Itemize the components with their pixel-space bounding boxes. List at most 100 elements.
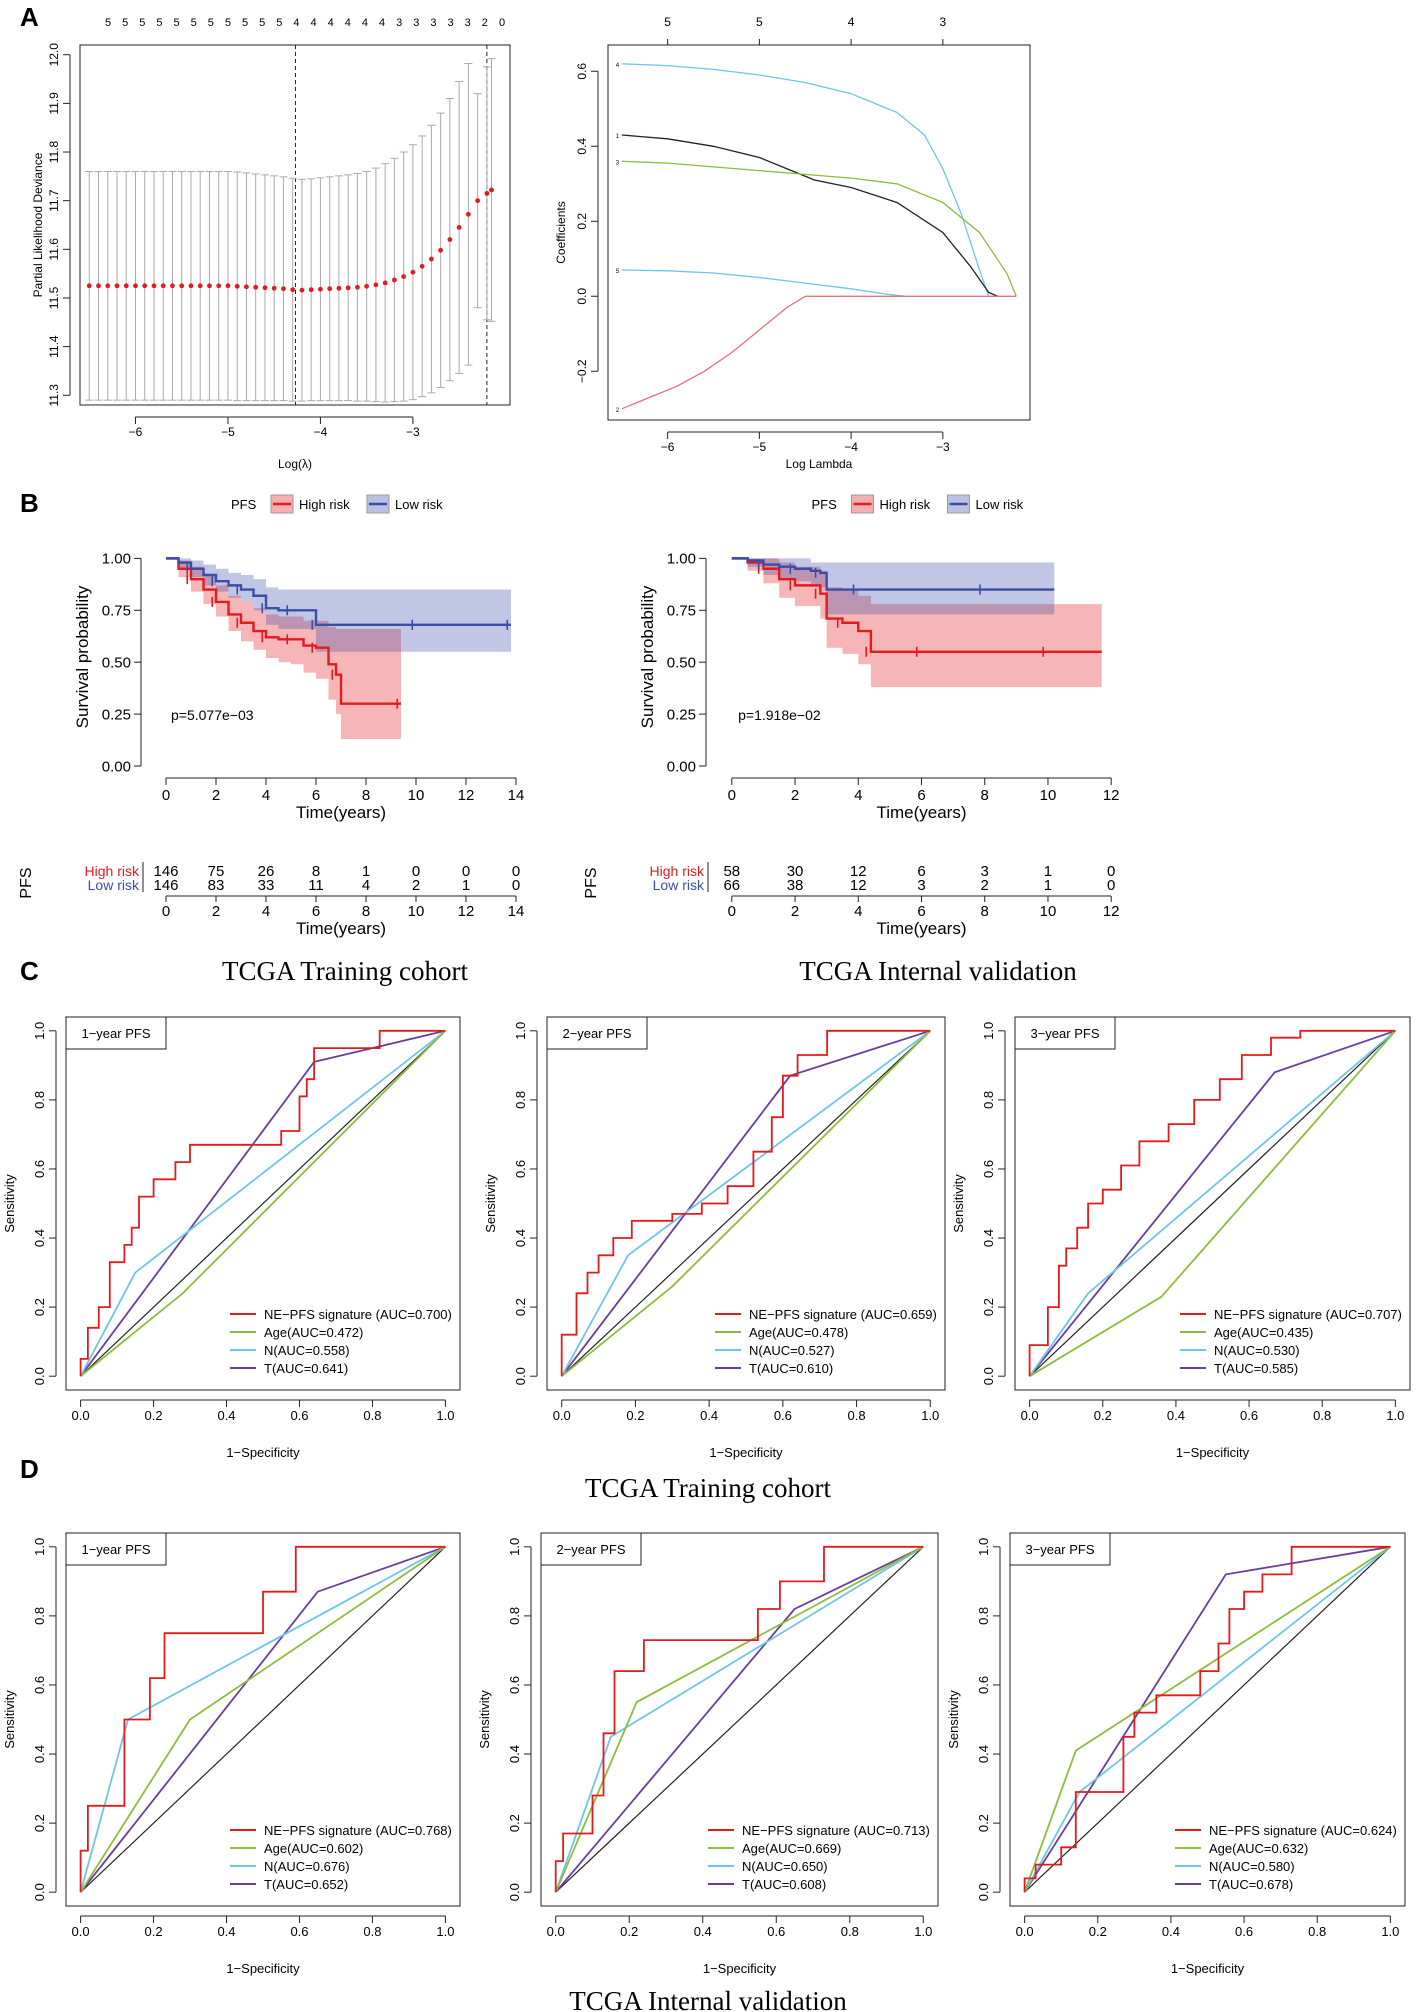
ci-band-low-risk [731, 558, 1055, 615]
y-tick-label: 1.0 [976, 1538, 991, 1556]
coef-path-index: 1 [616, 134, 620, 140]
y-tick-label: 0.4 [575, 138, 589, 155]
risk-row-label: Low risk [88, 877, 140, 893]
risk-table-title: PFS [583, 867, 600, 898]
y-tick-label: 11.4 [47, 335, 61, 358]
risk-count: 8 [312, 863, 320, 880]
risk-count: 2 [412, 877, 420, 894]
roc-title: 2−year PFS [562, 1026, 631, 1041]
x-tick-label: 0.6 [290, 1408, 308, 1423]
coef-path-index: 4 [616, 63, 620, 69]
x-tick-label: 0.4 [700, 1408, 718, 1423]
x-tick-label: 0.8 [1308, 1924, 1326, 1939]
deviance-point [244, 284, 249, 290]
deviance-point [401, 274, 407, 279]
deviance-point [262, 285, 268, 291]
risk-x-tick-label: 8 [981, 903, 989, 920]
x-tick-label: 0.4 [1162, 1924, 1180, 1939]
top-count-label: 5 [756, 15, 763, 29]
deviance-point [160, 283, 166, 289]
risk-x-tick-label: 12 [1103, 903, 1120, 920]
risk-x-tick-label: 4 [262, 903, 270, 920]
roc-plot-c-1year: 1−year PFS NE−PFS signature (AUC=0.700) Ag… [2, 1016, 461, 1460]
x-axis-title: 1−Specificity [226, 1961, 300, 1976]
risk-count: 83 [208, 877, 225, 894]
roc-curve [1023, 1545, 1391, 1893]
roc-curve [554, 1545, 924, 1893]
y-tick-label: 0.2 [513, 1298, 528, 1316]
x-tick-label: 0 [162, 787, 170, 804]
x-tick-label: 0.6 [1240, 1408, 1258, 1423]
deviance-point [475, 198, 481, 204]
plot-frame [607, 44, 1031, 421]
top-count-label: 5 [225, 17, 231, 29]
deviance-point [318, 286, 323, 292]
reference-diagonal [1024, 1546, 1391, 1893]
deviance-point [465, 211, 471, 217]
x-axis-title: 1−Specificity [1171, 1961, 1245, 1976]
legend-label: NE−PFS signature (AUC=0.659) [749, 1307, 937, 1322]
y-tick-label: 0.50 [102, 654, 131, 671]
y-tick-label: 0.50 [667, 654, 696, 671]
risk-row-label: Low risk [653, 877, 705, 893]
x-tick-label: 0.0 [1021, 1408, 1039, 1423]
deviance-point [428, 256, 434, 262]
x-tick-label: 0.8 [841, 1924, 859, 1939]
legend-label: Age(AUC=0.632) [1209, 1841, 1308, 1856]
y-tick-label: 0.2 [981, 1298, 996, 1316]
risk-x-tick-label: 2 [212, 903, 220, 920]
x-tick-label: −6 [129, 425, 143, 439]
roc-title: 3−year PFS [1030, 1026, 1099, 1041]
top-count-label: 5 [173, 17, 179, 29]
x-tick-label: 4 [262, 787, 270, 804]
top-count-label: 3 [430, 17, 436, 29]
roc-title: 1−year PFS [81, 1542, 150, 1557]
y-tick-label: 11.8 [47, 140, 61, 163]
top-count-label: 5 [276, 17, 282, 29]
legend-label: N(AUC=0.650) [742, 1859, 828, 1874]
roc-plot-c-3year: 3−year PFS NE−PFS signature (AUC=0.707) Ag… [951, 1016, 1411, 1460]
deviance-point [327, 286, 333, 292]
roc-curve [79, 1030, 446, 1377]
x-tick-label: 2 [791, 787, 799, 804]
y-tick-label: 0.8 [976, 1607, 991, 1625]
coef-path-index: 2 [616, 408, 620, 414]
y-tick-label: 0.0 [976, 1883, 991, 1901]
legend-label: Low risk [976, 497, 1024, 512]
risk-x-tick-label: 14 [508, 903, 525, 920]
x-tick-label: 0.2 [145, 1408, 163, 1423]
x-tick-label: 1.0 [1386, 1408, 1404, 1423]
legend-label: T(AUC=0.585) [1214, 1361, 1298, 1376]
deviance-point [96, 283, 101, 289]
x-tick-label: 1.0 [914, 1924, 932, 1939]
x-tick-label: 12 [458, 787, 475, 804]
reference-diagonal [561, 1030, 931, 1377]
top-count-label: 4 [379, 17, 385, 29]
risk-x-tick-label: 6 [917, 903, 925, 920]
y-tick-label: 0.4 [32, 1745, 47, 1763]
deviance-point [373, 282, 379, 288]
top-count-label: 5 [122, 17, 128, 29]
cv-deviance-plot: −6 −5 −4 −3 11.3 11.4 11.5 11.6 11.7 11.8 11.9 12.0… [31, 17, 511, 471]
y-axis-title: Survival probability [638, 585, 657, 728]
y-tick-label: 1.00 [667, 551, 696, 568]
risk-count: 1 [1044, 863, 1052, 880]
x-tick-label: 8 [362, 787, 370, 804]
x-tick-label: 0.8 [363, 1408, 381, 1423]
coef-path-3 [621, 160, 1017, 297]
title-box [65, 1532, 167, 1566]
x-axis-title: Log Lambda [786, 457, 853, 471]
x-tick-label: 0.0 [72, 1408, 90, 1423]
deviance-point [253, 284, 259, 290]
top-count-label: 5 [242, 17, 248, 29]
risk-x-tick-label: 4 [854, 903, 862, 920]
km-curve-high-risk [731, 557, 1102, 654]
coef-path-1 [621, 134, 999, 297]
legend-label: T(AUC=0.652) [264, 1877, 348, 1892]
top-count-label: 3 [413, 17, 419, 29]
risk-x-tick-label: 2 [791, 903, 799, 920]
y-tick-label: 0.6 [575, 63, 589, 80]
risk-x-tick-label: 10 [1040, 903, 1057, 920]
risk-count: 75 [208, 863, 225, 880]
